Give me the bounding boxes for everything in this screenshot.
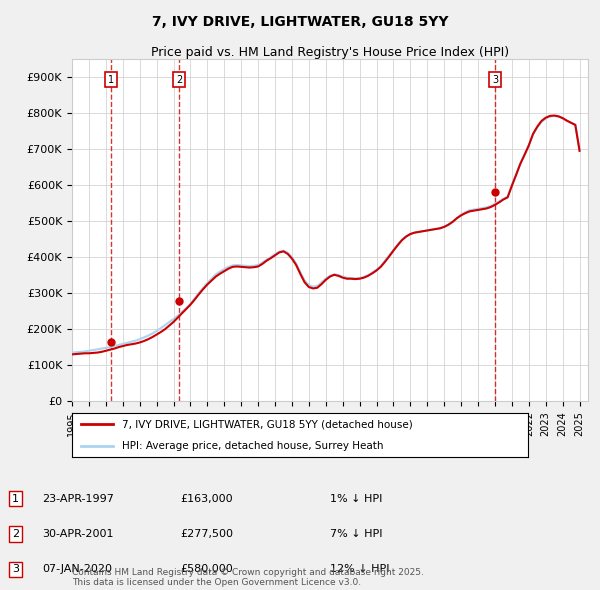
Text: Contains HM Land Registry data © Crown copyright and database right 2025.
This d: Contains HM Land Registry data © Crown c… [72,568,424,587]
Title: Price paid vs. HM Land Registry's House Price Index (HPI): Price paid vs. HM Land Registry's House … [151,46,509,59]
Text: 30-APR-2001: 30-APR-2001 [42,529,113,539]
Text: HPI: Average price, detached house, Surrey Heath: HPI: Average price, detached house, Surr… [122,441,383,451]
Text: £580,000: £580,000 [180,565,233,574]
Text: 7% ↓ HPI: 7% ↓ HPI [330,529,383,539]
Text: 1: 1 [12,494,19,503]
Text: 7, IVY DRIVE, LIGHTWATER, GU18 5YY (detached house): 7, IVY DRIVE, LIGHTWATER, GU18 5YY (deta… [122,419,413,429]
Text: £277,500: £277,500 [180,529,233,539]
Text: 2: 2 [12,529,19,539]
Text: 3: 3 [12,565,19,574]
Text: 3: 3 [492,74,499,84]
Text: 12% ↓ HPI: 12% ↓ HPI [330,565,389,574]
Text: 07-JAN-2020: 07-JAN-2020 [42,565,112,574]
Text: 2: 2 [176,74,182,84]
Text: £163,000: £163,000 [180,494,233,503]
Text: 1: 1 [108,74,114,84]
Text: 7, IVY DRIVE, LIGHTWATER, GU18 5YY: 7, IVY DRIVE, LIGHTWATER, GU18 5YY [152,15,448,29]
Text: 1% ↓ HPI: 1% ↓ HPI [330,494,382,503]
Text: 23-APR-1997: 23-APR-1997 [42,494,114,503]
